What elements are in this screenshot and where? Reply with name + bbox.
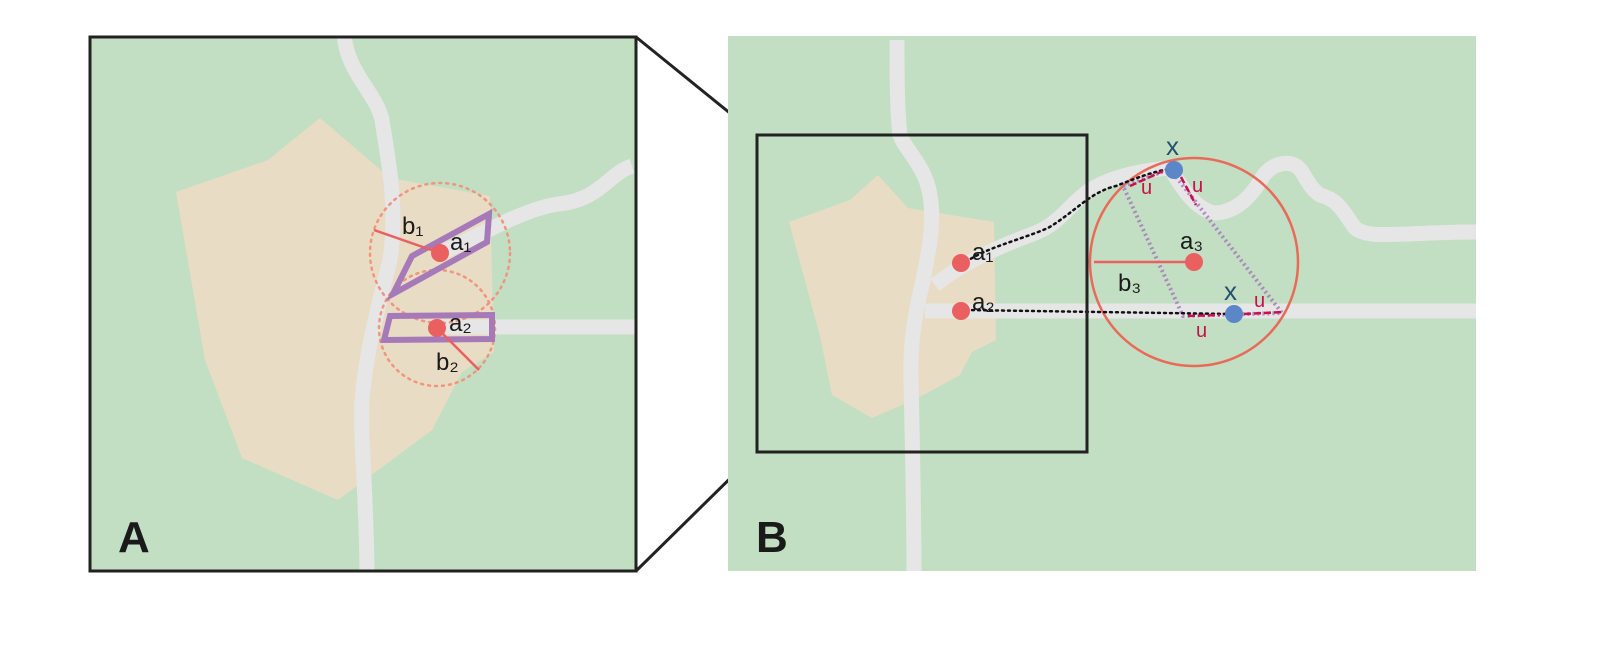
panel-a: a₁ b₁ a₂ b₂ A	[88, 35, 638, 573]
network-path-a2	[964, 308, 1234, 316]
radius-b1	[373, 228, 441, 255]
label-b2: b₂	[436, 349, 459, 376]
panel-a-letter: A	[118, 513, 150, 562]
road-vertical-b	[889, 39, 940, 571]
panel-b: a₁ a₂ a₃ b₃ x x u u u u B	[728, 36, 1476, 571]
search-circle-a3	[1088, 156, 1300, 368]
label-b-a1: a₁	[972, 239, 993, 266]
point-a3	[1185, 253, 1203, 271]
parallelogram-a1	[385, 208, 493, 302]
radius-b2	[436, 327, 480, 371]
panel-a-frame	[88, 35, 638, 573]
label-u-3: u	[1196, 320, 1207, 342]
label-b3: b₃	[1118, 270, 1141, 297]
label-u-2: u	[1192, 175, 1203, 197]
panel-b-letter: B	[756, 513, 788, 562]
uncertainty-segment-2	[1179, 176, 1198, 206]
settlement-area-small	[789, 175, 996, 418]
network-path-a1	[964, 167, 1172, 264]
point-b-a2	[952, 302, 970, 320]
label-x-top: x	[1166, 131, 1179, 161]
label-b-a2: a₂	[972, 289, 995, 316]
uncertainty-segment-4	[1243, 310, 1284, 316]
label-u-4: u	[1254, 290, 1265, 312]
point-b-a1	[952, 254, 970, 272]
label-a3: a₃	[1180, 228, 1203, 255]
settlement-area	[176, 118, 494, 500]
candidate-point-top	[1165, 161, 1183, 179]
road-northeast	[437, 158, 635, 260]
road-vertical	[336, 37, 401, 571]
buffer-circle-a1	[368, 181, 512, 325]
parallelogram-a2	[380, 311, 495, 344]
label-a1: a₁	[450, 229, 471, 256]
label-x-bottom: x	[1224, 276, 1237, 306]
uncertainty-segment-1	[1129, 169, 1164, 188]
candidate-point-bottom	[1225, 305, 1243, 323]
point-a1	[431, 244, 449, 262]
road-northeast-b	[930, 155, 1476, 291]
uncertainty-segment-3	[1187, 313, 1221, 318]
label-b1: b₁	[402, 213, 423, 240]
label-a2: a₂	[449, 310, 472, 337]
label-u-1: u	[1141, 177, 1152, 199]
point-a2	[428, 319, 446, 337]
zoom-extent-box	[755, 133, 1089, 454]
